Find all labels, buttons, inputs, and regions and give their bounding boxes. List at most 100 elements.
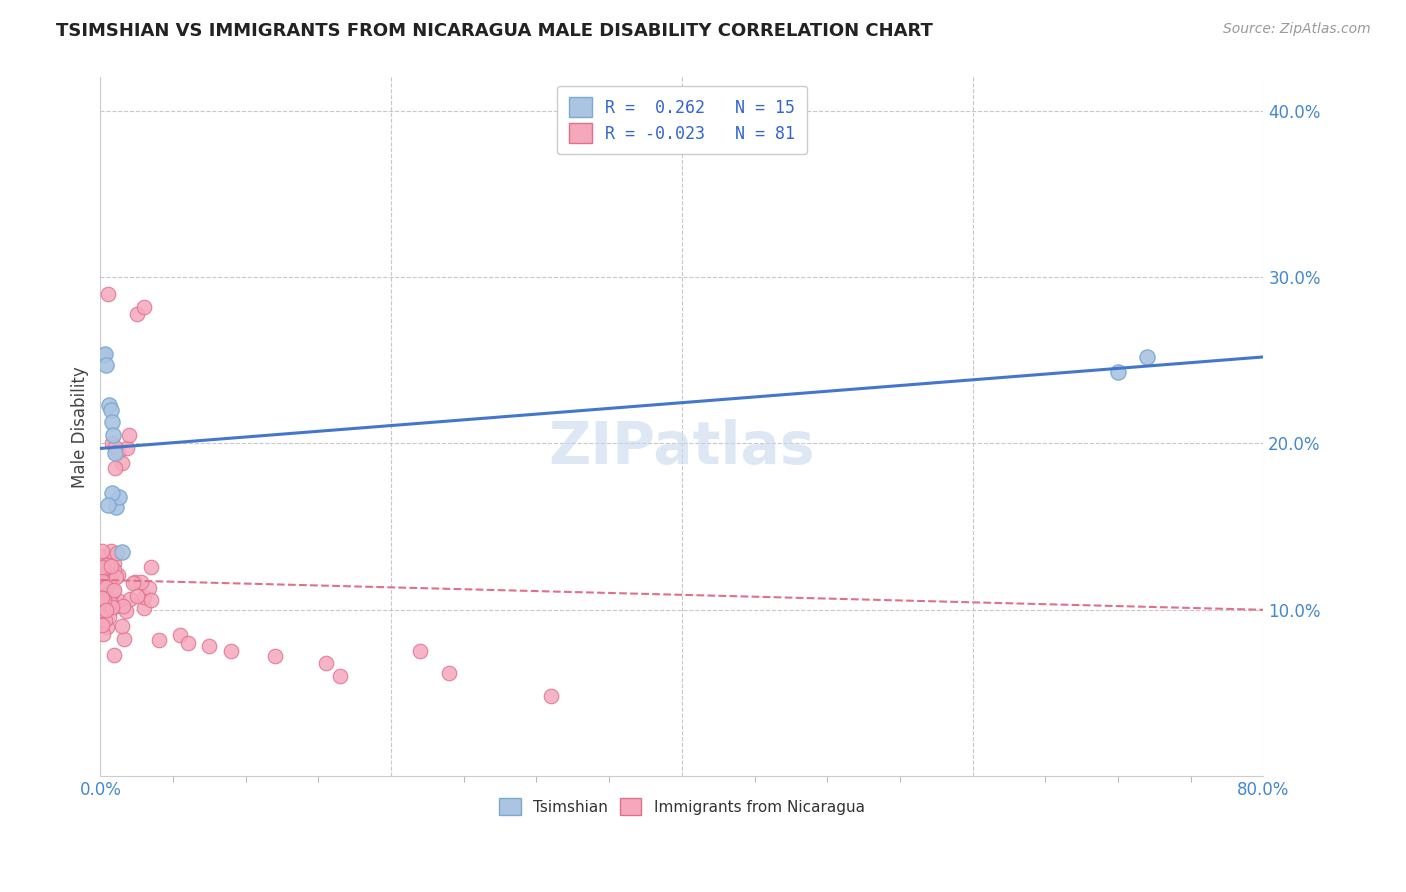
Point: [97, 286, 120, 301]
Point: [105, 500, 128, 514]
Point: [125, 307, 148, 321]
Point: [101, 600, 124, 615]
Point: [90, 560, 112, 574]
Point: [97, 498, 120, 512]
Point: [1136, 350, 1159, 364]
Point: [103, 583, 125, 598]
Point: [103, 563, 125, 577]
Point: [91, 591, 114, 605]
Point: [315, 656, 337, 670]
Point: [90, 581, 112, 595]
Point: [105, 570, 128, 584]
Point: [103, 648, 125, 663]
Point: [91, 562, 114, 576]
Text: ZIPatlas: ZIPatlas: [548, 419, 815, 476]
Point: [93, 346, 115, 360]
Point: [132, 300, 155, 314]
Point: [118, 428, 141, 442]
Point: [124, 574, 146, 589]
Point: [93, 591, 115, 605]
Point: [101, 486, 124, 500]
Point: [219, 644, 242, 658]
Point: [104, 446, 127, 460]
Point: [329, 669, 352, 683]
Point: [94, 595, 117, 609]
Point: [98, 398, 121, 412]
Point: [129, 575, 152, 590]
Point: [91, 574, 114, 589]
Y-axis label: Male Disability: Male Disability: [72, 366, 89, 488]
Point: [111, 599, 134, 613]
Point: [91, 627, 114, 641]
Point: [94, 603, 117, 617]
Point: [103, 557, 125, 571]
Point: [132, 600, 155, 615]
Point: [93, 574, 115, 588]
Point: [115, 442, 138, 456]
Point: [91, 348, 114, 362]
Point: [107, 444, 129, 458]
Point: [101, 436, 124, 450]
Point: [122, 576, 145, 591]
Point: [93, 593, 115, 607]
Point: [111, 544, 134, 558]
Point: [139, 592, 162, 607]
Point: [96, 620, 118, 634]
Point: [138, 581, 160, 595]
Point: [91, 558, 114, 573]
Point: [115, 604, 138, 618]
Point: [90, 543, 112, 558]
Point: [108, 594, 131, 608]
Point: [90, 557, 112, 571]
Point: [169, 628, 191, 642]
Point: [94, 581, 117, 595]
Text: TSIMSHIAN VS IMMIGRANTS FROM NICARAGUA MALE DISABILITY CORRELATION CHART: TSIMSHIAN VS IMMIGRANTS FROM NICARAGUA M…: [56, 22, 934, 40]
Point: [97, 610, 120, 624]
Point: [94, 588, 117, 602]
Point: [100, 544, 122, 558]
Point: [90, 591, 112, 606]
Point: [100, 558, 122, 573]
Point: [107, 567, 129, 582]
Point: [94, 584, 117, 599]
Point: [118, 592, 141, 607]
Point: [108, 490, 131, 504]
Point: [96, 558, 118, 572]
Point: [98, 595, 121, 609]
Point: [1107, 365, 1129, 379]
Point: [103, 582, 125, 597]
Point: [148, 632, 170, 647]
Point: [112, 632, 135, 647]
Point: [111, 457, 134, 471]
Legend: Tsimshian, Immigrants from Nicaragua: Tsimshian, Immigrants from Nicaragua: [491, 789, 873, 824]
Point: [141, 559, 163, 574]
Point: [540, 690, 562, 704]
Point: [104, 461, 127, 475]
Point: [91, 549, 114, 563]
Point: [93, 596, 115, 610]
Point: [409, 644, 432, 658]
Point: [132, 591, 155, 605]
Point: [127, 589, 149, 603]
Point: [104, 440, 127, 454]
Point: [176, 636, 198, 650]
Point: [103, 428, 125, 442]
Point: [94, 613, 117, 627]
Point: [198, 640, 221, 654]
Point: [90, 574, 112, 588]
Point: [101, 415, 124, 429]
Point: [263, 649, 285, 664]
Point: [90, 574, 112, 589]
Point: [90, 618, 112, 632]
Point: [91, 574, 114, 589]
Point: [100, 403, 122, 417]
Point: [96, 358, 118, 372]
Point: [98, 574, 121, 588]
Point: [97, 596, 120, 610]
Point: [439, 666, 461, 681]
Text: Source: ZipAtlas.com: Source: ZipAtlas.com: [1223, 22, 1371, 37]
Point: [103, 599, 125, 614]
Point: [91, 603, 114, 617]
Point: [100, 587, 122, 601]
Point: [111, 619, 134, 633]
